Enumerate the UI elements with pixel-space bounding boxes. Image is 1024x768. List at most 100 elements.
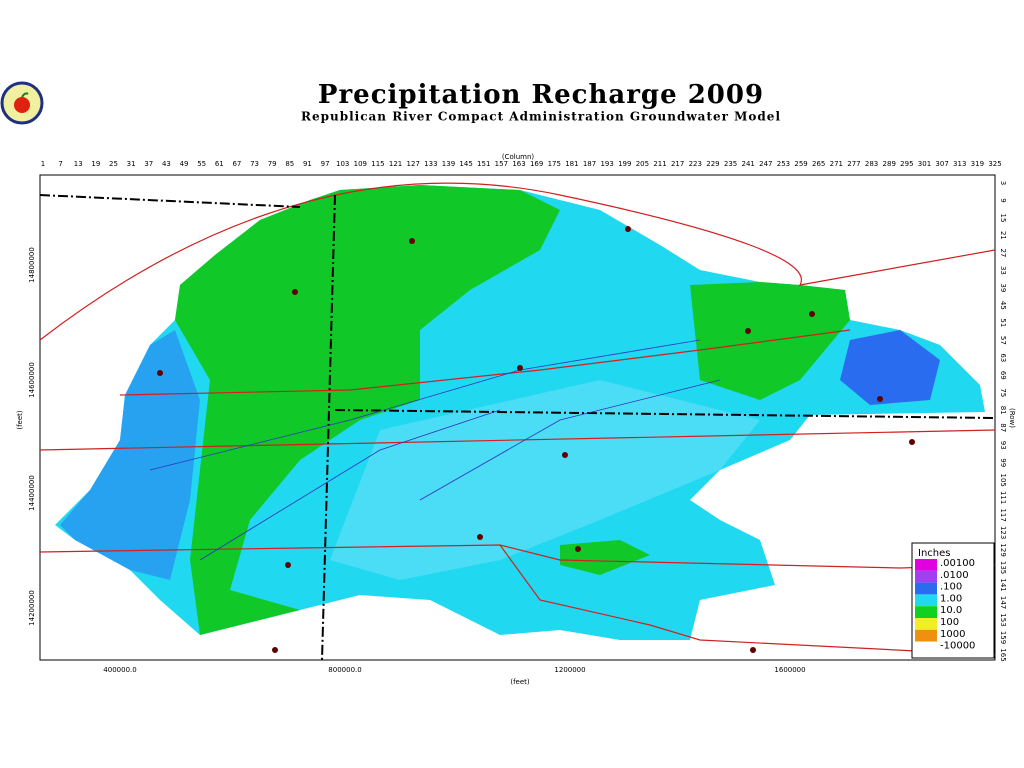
row-tick: 63 — [999, 353, 1007, 362]
column-tick: 223 — [689, 160, 702, 168]
legend-swatch — [915, 606, 937, 618]
row-tick: 33 — [999, 266, 1007, 275]
legend-swatch — [915, 641, 937, 654]
legend: Inches .00100.0100.1001.0010.01001000-10… — [911, 542, 995, 659]
legend-swatch — [915, 582, 937, 595]
logo — [0, 81, 44, 125]
legend-title: Inches — [918, 548, 951, 559]
row-tick: 129 — [999, 543, 1007, 556]
row-tick: 21 — [999, 231, 1007, 240]
row-tick: 81 — [999, 406, 1007, 415]
x-tick-label: 1200000 — [554, 666, 585, 674]
legend-label: -10000 — [940, 641, 975, 652]
column-tick: 235 — [724, 160, 737, 168]
legend-swatch — [915, 594, 937, 607]
subtitle: Republican River Compact Administration … — [301, 110, 781, 124]
column-tick: 19 — [91, 160, 100, 168]
row-tick: 147 — [999, 596, 1007, 609]
y-tick-label: 14200000 — [28, 590, 36, 626]
row-tick: 51 — [999, 318, 1007, 327]
row-tick: 57 — [999, 336, 1007, 345]
column-tick: 121 — [389, 160, 402, 168]
legend-label: 100 — [940, 617, 959, 628]
column-tick: 319 — [971, 160, 984, 168]
column-tick: 79 — [268, 160, 277, 168]
column-tick: 199 — [618, 160, 631, 168]
column-tick: 283 — [865, 160, 878, 168]
column-tick: 97 — [321, 160, 330, 168]
column-tick: 271 — [830, 160, 843, 168]
column-tick: 211 — [653, 160, 666, 168]
column-tick: 265 — [812, 160, 825, 168]
column-tick: 1 — [41, 160, 45, 168]
column-tick: 145 — [459, 160, 472, 168]
title: Precipitation Recharge 2009 — [318, 80, 764, 110]
row-tick: 69 — [999, 371, 1007, 380]
column-tick: 277 — [847, 160, 860, 168]
column-tick: 49 — [180, 160, 189, 168]
column-tick: 31 — [127, 160, 136, 168]
column-tick: 109 — [354, 160, 367, 168]
x-tick-label: 1600000 — [774, 666, 805, 674]
row-tick: 123 — [999, 526, 1007, 539]
y-tick-label: 14600000 — [28, 362, 36, 398]
column-tick: 175 — [548, 160, 561, 168]
column-tick: 37 — [144, 160, 153, 168]
column-tick: 187 — [583, 160, 596, 168]
legend-label: 1000 — [940, 629, 965, 640]
column-tick: 241 — [741, 160, 754, 168]
legend-label: 1.00 — [940, 593, 962, 604]
x-tick-label: 800000.0 — [328, 666, 361, 674]
row-tick: 111 — [999, 491, 1007, 504]
column-tick: 163 — [512, 160, 525, 168]
column-tick: 91 — [303, 160, 312, 168]
legend-swatch — [915, 570, 937, 583]
column-tick: 181 — [565, 160, 578, 168]
column-tick: 115 — [371, 160, 384, 168]
legend-swatch — [915, 559, 937, 571]
column-tick: 289 — [883, 160, 896, 168]
row-tick: 87 — [999, 423, 1007, 432]
column-tick: 295 — [900, 160, 913, 168]
row-label: (Row) — [1008, 408, 1016, 428]
row-tick: 135 — [999, 561, 1007, 574]
column-tick: 259 — [794, 160, 807, 168]
column-tick: 13 — [74, 160, 83, 168]
row-tick: 9 — [999, 198, 1007, 202]
row-tick: 3 — [999, 181, 1007, 185]
column-tick: 229 — [706, 160, 719, 168]
row-tick: 99 — [999, 458, 1007, 467]
column-tick: 127 — [407, 160, 420, 168]
column-tick: 151 — [477, 160, 490, 168]
column-tick: 217 — [671, 160, 684, 168]
column-tick: 193 — [600, 160, 613, 168]
legend-swatch — [915, 618, 937, 630]
legend-label: .00100 — [940, 558, 975, 569]
legend-label: 10.0 — [940, 605, 962, 616]
column-tick: 55 — [197, 160, 206, 168]
row-tick: 27 — [999, 248, 1007, 257]
column-tick: 67 — [232, 160, 241, 168]
row-tick: 165 — [999, 648, 1007, 661]
column-tick: 133 — [424, 160, 437, 168]
column-tick: 7 — [58, 160, 62, 168]
column-tick: 85 — [285, 160, 294, 168]
map-layer — [39, 182, 996, 661]
column-tick: 43 — [162, 160, 171, 168]
row-tick: 93 — [999, 441, 1007, 450]
column-tick: 103 — [336, 160, 349, 168]
row-tick: 39 — [999, 283, 1007, 292]
row-tick: 15 — [999, 214, 1007, 223]
column-tick: 313 — [953, 160, 966, 168]
row-tick: 117 — [999, 508, 1007, 521]
axis-ticks: 1 7 13 19 25 31 37 43 49 55 61 67 73 79 85 91 97 103 109 11… — [28, 160, 1007, 674]
y-tick-label: 14800000 — [28, 247, 36, 283]
column-label: (Column) — [502, 153, 535, 161]
row-tick: 153 — [999, 613, 1007, 626]
column-tick: 61 — [215, 160, 224, 168]
column-tick: 301 — [918, 160, 931, 168]
legend-label: .0100 — [940, 570, 969, 581]
column-tick: 139 — [442, 160, 455, 168]
